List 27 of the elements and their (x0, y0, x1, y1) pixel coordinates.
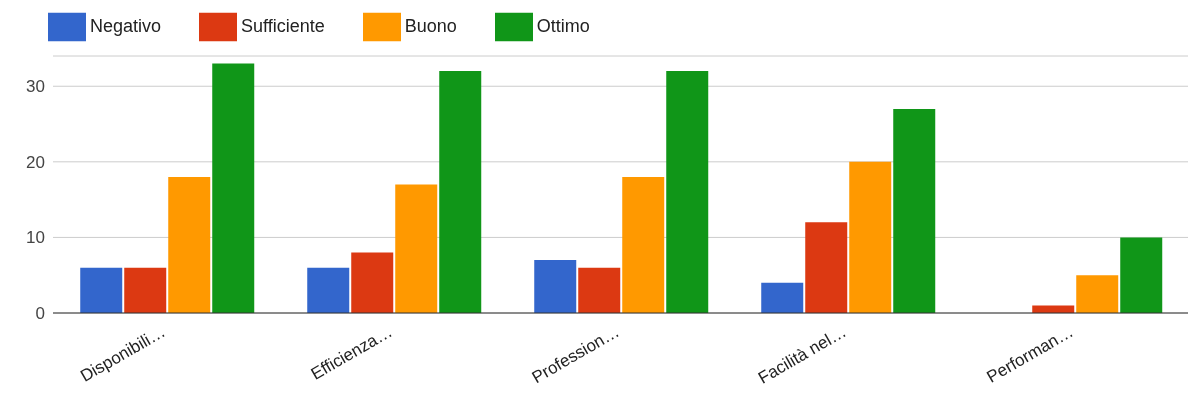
legend-label: Buono (404, 15, 457, 36)
bar (212, 63, 255, 313)
bar (168, 176, 211, 313)
legend-label: Sufficiente (241, 15, 325, 36)
bar (849, 161, 892, 313)
legend-label: Ottimo (536, 15, 590, 36)
bar (1120, 237, 1163, 313)
y-tick-label: 30 (26, 77, 45, 97)
bar (805, 222, 848, 313)
bar (534, 260, 577, 313)
bar (1076, 275, 1119, 313)
bar (893, 108, 936, 313)
bar (666, 71, 709, 313)
bar (307, 267, 350, 313)
y-tick-label: 20 (26, 152, 45, 172)
bar (1032, 305, 1075, 313)
bar (622, 176, 665, 313)
bar (395, 184, 438, 313)
bar (351, 252, 394, 313)
y-tick-label: 10 (26, 228, 45, 248)
bar (124, 267, 167, 313)
legend-label: Negativo (90, 15, 162, 36)
y-tick-label: 0 (35, 304, 45, 324)
bar (80, 267, 123, 313)
bar (439, 71, 482, 313)
bar (578, 267, 621, 313)
bar (761, 282, 804, 313)
